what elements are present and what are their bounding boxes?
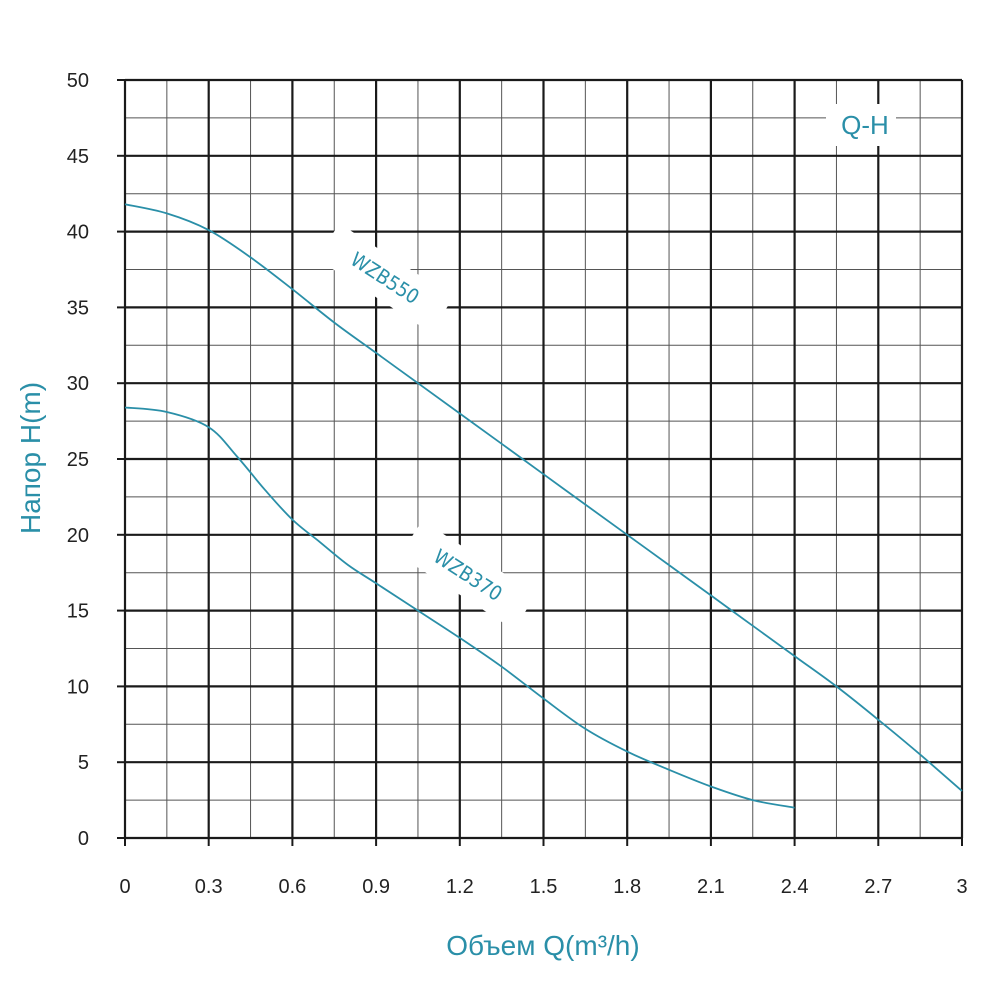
curve-label-wzb370: WZB370 (399, 520, 537, 630)
legend-background (826, 104, 896, 146)
y-tick-label: 20 (67, 525, 89, 547)
curve-label-background (399, 520, 537, 630)
curve-wzb370 (124, 406, 795, 809)
major-grid (117, 78, 964, 846)
curve-wzb550 (124, 203, 963, 792)
y-tick-labels: 0 5 10 15 20 25 30 35 40 45 50 (67, 70, 89, 850)
x-tick-labels: 0 0.3 0.6 0.9 1.2 1.5 1.8 2.1 2.4 2.7 3 (119, 876, 967, 898)
y-tick-label: 45 (67, 146, 89, 168)
curve-label-wzb550: WZB550 (316, 223, 454, 333)
y-tick-label: 15 (67, 601, 89, 623)
x-tick-label: 2.4 (781, 876, 809, 898)
y-tick-label: 10 (67, 676, 89, 698)
x-tick-label: 0 (119, 876, 130, 898)
y-tick-label: 0 (78, 828, 89, 850)
y-tick-label: 40 (67, 222, 89, 244)
y-tick-label: 50 (67, 70, 89, 92)
y-tick-label: 25 (67, 449, 89, 471)
y-tick-label: 30 (67, 373, 89, 395)
x-tick-label: 1.8 (613, 876, 641, 898)
x-tick-label: 2.1 (697, 876, 725, 898)
legend-label: Q-H (841, 110, 889, 140)
x-tick-label: 3 (956, 876, 967, 898)
y-axis-title: Напор H(m) (15, 382, 46, 534)
x-axis-title: Объем Q(m³/h) (446, 930, 639, 961)
curve-label-background (316, 223, 454, 333)
y-tick-label: 35 (67, 297, 89, 319)
x-tick-label: 0.6 (278, 876, 306, 898)
x-tick-label: 1.2 (446, 876, 474, 898)
x-tick-label: 0.9 (362, 876, 390, 898)
x-tick-label: 2.7 (864, 876, 892, 898)
y-tick-label: 5 (78, 752, 89, 774)
x-tick-label: 1.5 (530, 876, 558, 898)
x-tick-label: 0.3 (195, 876, 223, 898)
